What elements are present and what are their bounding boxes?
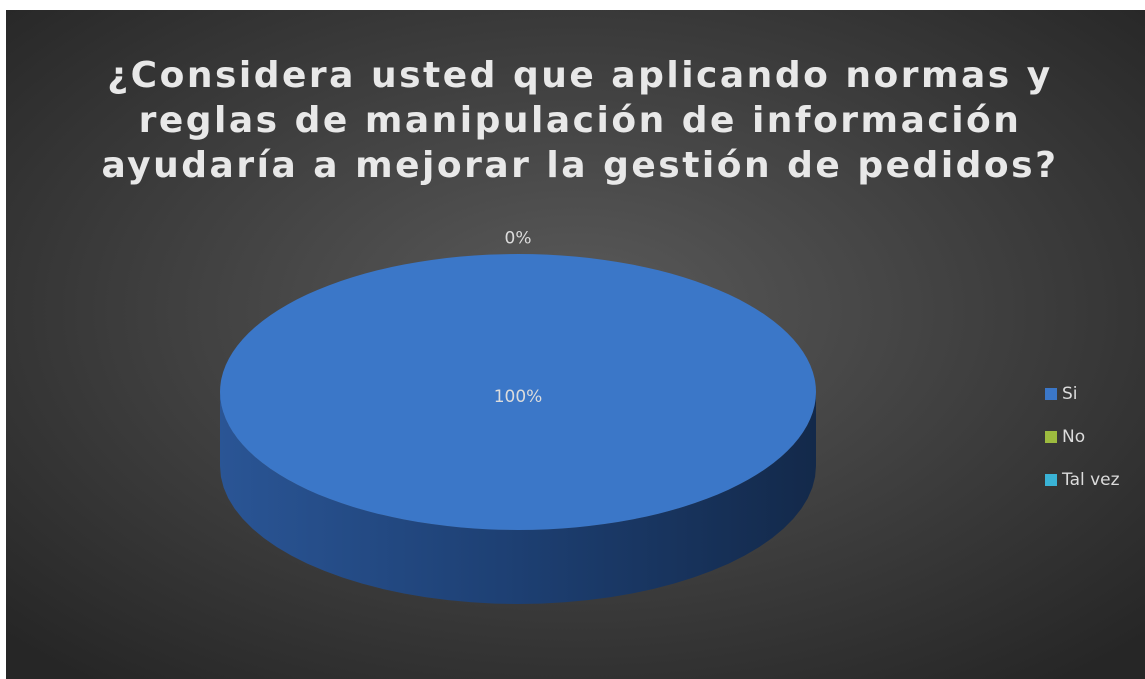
chart-title: ¿Considera usted que aplicando normas y … xyxy=(102,55,1059,186)
title-line: reglas de manipulación de información xyxy=(139,100,1022,141)
legend-label: Tal vez xyxy=(1061,470,1120,490)
legend-swatch xyxy=(1045,388,1057,400)
title-line: ¿Considera usted que aplicando normas y xyxy=(107,55,1052,96)
legend-swatch xyxy=(1045,474,1057,486)
title-line: ayudaría a mejorar la gestión de pedidos… xyxy=(102,145,1059,186)
data-label: 0% xyxy=(505,228,532,248)
legend-label: Si xyxy=(1062,384,1078,404)
data-label: 100% xyxy=(494,387,543,407)
pie-slice xyxy=(220,254,816,530)
legend-label: No xyxy=(1062,427,1085,447)
pie-side xyxy=(220,392,816,604)
legend-swatch xyxy=(1045,431,1057,443)
